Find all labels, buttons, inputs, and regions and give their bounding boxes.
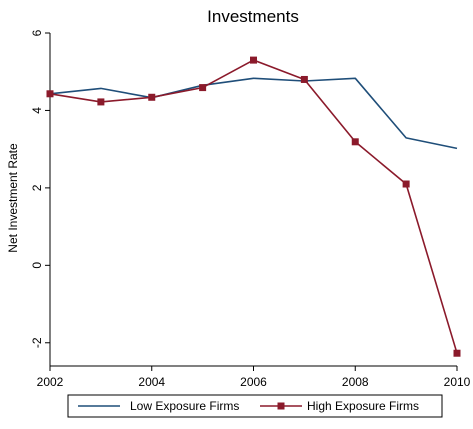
series-2-point xyxy=(199,84,207,92)
x-tick-label: 2008 xyxy=(342,375,369,389)
y-axis-label: Net Investment Rate xyxy=(6,143,20,253)
legend: Low Exposure Firms High Exposure Firms xyxy=(67,394,443,418)
x-tick-label: 2006 xyxy=(240,375,267,389)
y-tick-label: 0 xyxy=(30,262,44,269)
legend-label-1: Low Exposure Firms xyxy=(130,399,239,413)
legend-label-2: High Exposure Firms xyxy=(307,399,419,413)
y-tick-label: 2 xyxy=(30,184,44,191)
y-tick-label: -2 xyxy=(30,337,44,348)
series-line-1 xyxy=(49,77,458,150)
y-tick-label: 6 xyxy=(30,29,44,36)
series-layer xyxy=(46,56,461,357)
axes: -2 0 2 4 6 2002 2004 2006 2008 2010 xyxy=(30,29,471,389)
chart-title: Investments xyxy=(207,7,299,26)
legend-box xyxy=(67,394,443,418)
legend-marker-2 xyxy=(277,402,285,410)
y-tick-label: 4 xyxy=(30,107,44,114)
series-2-point xyxy=(453,349,461,357)
series-2-point xyxy=(300,75,308,83)
series-2-point xyxy=(148,93,156,101)
x-tick-label: 2002 xyxy=(37,375,64,389)
series-2-point xyxy=(351,138,359,146)
x-tick-label: 2004 xyxy=(138,375,165,389)
series-2-point xyxy=(97,98,105,106)
series-2-point xyxy=(402,180,410,188)
x-tick-label: 2010 xyxy=(444,375,471,389)
series-2-point xyxy=(250,56,257,64)
series-2-point xyxy=(46,90,54,98)
